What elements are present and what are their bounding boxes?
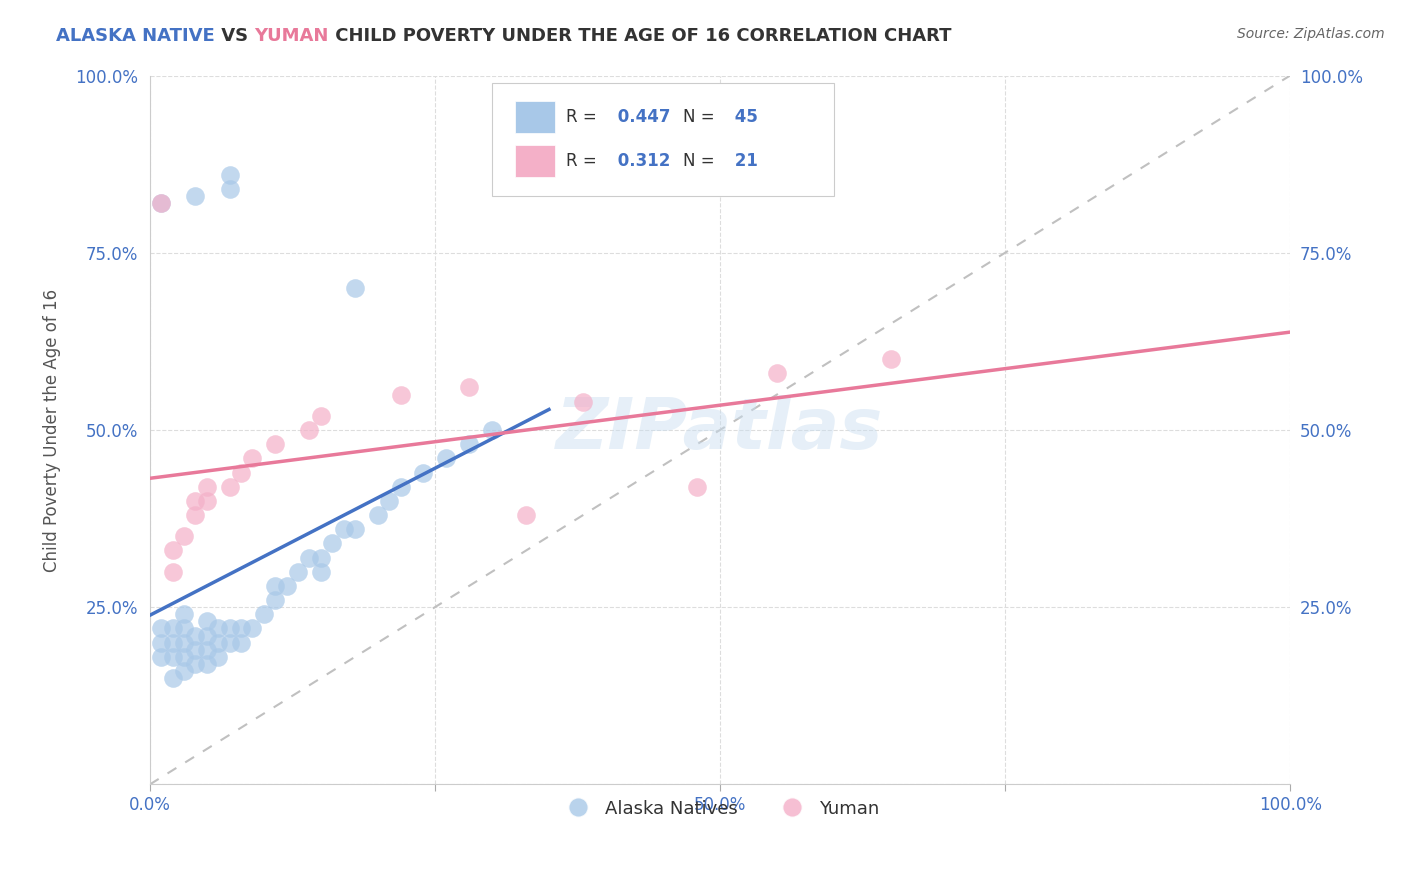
- Point: [195, 629, 218, 643]
- Point: [264, 437, 287, 451]
- Point: [162, 543, 184, 558]
- Point: [173, 664, 195, 678]
- Point: [150, 196, 173, 211]
- Text: N =: N =: [683, 152, 720, 169]
- Point: [253, 607, 276, 622]
- Point: [195, 657, 218, 671]
- Text: N =: N =: [683, 108, 720, 126]
- Point: [481, 423, 503, 437]
- Point: [150, 622, 173, 636]
- Point: [766, 366, 789, 380]
- Point: [150, 196, 173, 211]
- Point: [572, 394, 595, 409]
- Point: [298, 550, 321, 565]
- Text: R =: R =: [567, 108, 602, 126]
- Point: [173, 607, 195, 622]
- Point: [173, 649, 195, 664]
- FancyBboxPatch shape: [492, 83, 834, 196]
- Point: [321, 536, 343, 550]
- Point: [184, 494, 207, 508]
- Point: [276, 579, 298, 593]
- Point: [184, 657, 207, 671]
- Point: [389, 480, 412, 494]
- Point: [184, 508, 207, 522]
- Point: [242, 451, 264, 466]
- Point: [218, 182, 240, 196]
- Point: [242, 622, 264, 636]
- Point: [264, 593, 287, 607]
- Point: [880, 352, 903, 367]
- Y-axis label: Child Poverty Under the Age of 16: Child Poverty Under the Age of 16: [44, 288, 60, 572]
- Point: [207, 649, 229, 664]
- Point: [218, 480, 240, 494]
- Text: 45: 45: [730, 108, 758, 126]
- Point: [229, 622, 252, 636]
- Bar: [515, 101, 554, 133]
- Point: [184, 629, 207, 643]
- Point: [367, 508, 389, 522]
- Point: [150, 635, 173, 649]
- Bar: [515, 145, 554, 177]
- Point: [309, 409, 332, 423]
- Point: [412, 466, 434, 480]
- Point: [162, 565, 184, 579]
- Point: [264, 579, 287, 593]
- Point: [173, 622, 195, 636]
- Text: 0.312: 0.312: [612, 152, 671, 169]
- Point: [287, 565, 309, 579]
- Text: VS: VS: [215, 27, 254, 45]
- Text: CHILD POVERTY UNDER THE AGE OF 16 CORRELATION CHART: CHILD POVERTY UNDER THE AGE OF 16 CORREL…: [329, 27, 952, 45]
- Point: [332, 522, 354, 536]
- Point: [458, 380, 481, 394]
- Point: [195, 642, 218, 657]
- Text: Source: ZipAtlas.com: Source: ZipAtlas.com: [1237, 27, 1385, 41]
- Legend: Alaska Natives, Yuman: Alaska Natives, Yuman: [553, 793, 887, 825]
- Point: [150, 649, 173, 664]
- Text: 0.447: 0.447: [612, 108, 671, 126]
- Point: [434, 451, 457, 466]
- Point: [184, 642, 207, 657]
- Point: [195, 480, 218, 494]
- Point: [173, 529, 195, 543]
- Point: [195, 615, 218, 629]
- Point: [218, 635, 240, 649]
- Point: [207, 635, 229, 649]
- Point: [344, 281, 367, 295]
- Text: 21: 21: [730, 152, 758, 169]
- Point: [218, 622, 240, 636]
- Text: ZIPatlas: ZIPatlas: [557, 395, 884, 465]
- Point: [229, 466, 252, 480]
- Point: [344, 522, 367, 536]
- Text: ALASKA NATIVE: ALASKA NATIVE: [56, 27, 215, 45]
- Point: [184, 189, 207, 203]
- Point: [378, 494, 401, 508]
- Text: YUMAN: YUMAN: [254, 27, 329, 45]
- Point: [195, 494, 218, 508]
- Point: [162, 671, 184, 685]
- Point: [162, 635, 184, 649]
- Point: [229, 635, 252, 649]
- Point: [162, 622, 184, 636]
- Text: R =: R =: [567, 152, 602, 169]
- Point: [515, 508, 537, 522]
- Point: [686, 480, 709, 494]
- Point: [458, 437, 481, 451]
- Point: [309, 550, 332, 565]
- Point: [309, 565, 332, 579]
- Point: [389, 387, 412, 401]
- Point: [298, 423, 321, 437]
- Point: [207, 622, 229, 636]
- Point: [218, 168, 240, 182]
- Point: [173, 635, 195, 649]
- Point: [162, 649, 184, 664]
